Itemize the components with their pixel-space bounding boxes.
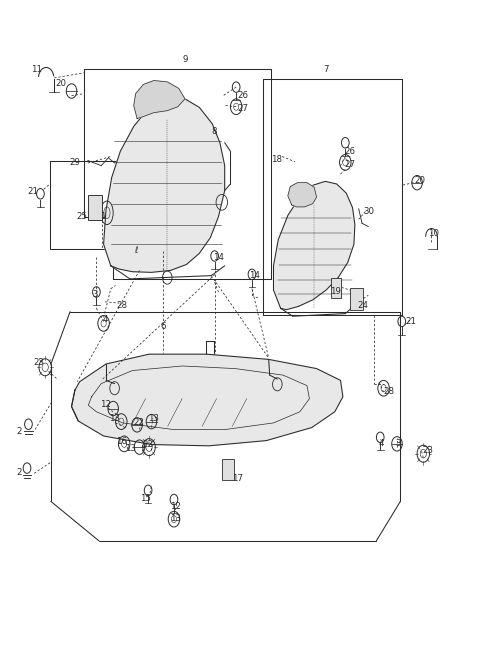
- Polygon shape: [134, 81, 185, 119]
- Text: 26: 26: [237, 91, 248, 100]
- Text: 24: 24: [357, 301, 368, 310]
- Text: 27: 27: [237, 104, 248, 113]
- Text: 19: 19: [330, 287, 341, 296]
- Text: 13: 13: [108, 414, 120, 423]
- Text: 27: 27: [345, 160, 356, 169]
- Text: 21: 21: [405, 317, 416, 326]
- Text: 8: 8: [211, 127, 216, 136]
- Text: 15: 15: [140, 494, 151, 502]
- Text: 29: 29: [70, 158, 80, 167]
- Text: 1: 1: [100, 213, 106, 221]
- Text: 20: 20: [414, 176, 425, 184]
- Text: 26: 26: [345, 148, 356, 156]
- Text: 14: 14: [249, 271, 260, 280]
- Text: ℓ: ℓ: [134, 246, 138, 255]
- Bar: [222, 459, 234, 480]
- Text: 2: 2: [16, 468, 22, 477]
- Text: 9: 9: [182, 55, 188, 64]
- Text: 16: 16: [116, 438, 127, 446]
- Text: 13: 13: [148, 415, 159, 424]
- Text: 10: 10: [428, 229, 439, 238]
- Text: 25: 25: [76, 213, 87, 221]
- Text: 18: 18: [271, 155, 282, 163]
- Polygon shape: [104, 97, 225, 272]
- Text: 4: 4: [102, 315, 108, 324]
- Text: 14: 14: [213, 253, 224, 262]
- Text: 3: 3: [92, 290, 98, 299]
- Text: 22: 22: [133, 419, 144, 428]
- Text: 20: 20: [55, 79, 66, 89]
- Text: 30: 30: [364, 207, 375, 216]
- Text: 11: 11: [31, 65, 42, 74]
- Polygon shape: [72, 354, 343, 446]
- Text: 17: 17: [232, 474, 242, 483]
- Text: 6: 6: [161, 322, 166, 331]
- Bar: [88, 195, 102, 220]
- Text: 23: 23: [422, 446, 433, 455]
- Text: 23: 23: [34, 358, 45, 367]
- Text: 7: 7: [324, 65, 329, 74]
- Bar: [350, 288, 363, 310]
- Text: 2: 2: [16, 427, 22, 436]
- Text: 28: 28: [384, 387, 395, 396]
- Text: 4: 4: [378, 440, 384, 448]
- Text: 12: 12: [170, 502, 181, 510]
- Bar: [331, 278, 341, 298]
- Polygon shape: [288, 182, 317, 207]
- Text: 13: 13: [170, 514, 181, 523]
- Text: 22: 22: [143, 440, 154, 449]
- Text: 12: 12: [100, 400, 111, 409]
- Text: 28: 28: [116, 301, 127, 310]
- Polygon shape: [274, 181, 355, 310]
- Text: 21: 21: [27, 188, 38, 196]
- Text: 3: 3: [396, 440, 401, 448]
- Text: 13: 13: [125, 444, 136, 453]
